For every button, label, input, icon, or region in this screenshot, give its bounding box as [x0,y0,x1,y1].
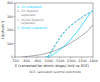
y-axis-label: i (mA/cm²) [1,20,5,39]
x-tick-label: -1200 [66,59,76,63]
x-tick-label: -1400 [88,59,98,63]
y-tick [14,43,15,44]
y-tick-label: 300 [7,15,13,19]
x-tick-label: -800 [22,59,29,63]
y-tick-label: 100 [7,42,13,46]
y-tick-label: 0 [11,55,13,59]
curve-label: 3- Nickel codeposit [17,26,48,30]
y-tick-label: 400 [7,1,13,5]
x-axis-label: E (corrected for ohmic drops) (mV vs SCE… [15,64,90,68]
curve [47,10,93,57]
footnote: SCE: saturated calomel electrode [29,70,81,74]
plot-frame [15,3,93,57]
x-tick-label: -1000 [44,59,54,63]
y-tick [14,3,15,4]
x-tick-label: -1300 [77,59,87,63]
curve [47,11,93,57]
y-tick [14,57,15,58]
x-tick-label: -1100 [55,59,65,63]
y-tick [14,30,15,31]
curve-label: 1- Nickel deposit separate [17,18,44,26]
x-tick-label: -900 [34,59,41,63]
chart: -700-800-900-1000-1100-1200-1300-1400010… [0,0,100,82]
curve-label: 4- Zn codeposit [17,5,43,9]
y-tick [14,16,15,17]
y-tick-label: 200 [7,28,13,32]
curve-label: 2- Zn deposit separate [17,9,39,17]
